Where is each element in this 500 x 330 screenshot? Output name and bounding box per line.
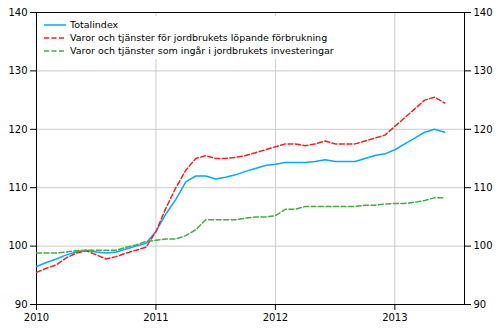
svg-text:100: 100 bbox=[474, 240, 493, 251]
svg-text:140: 140 bbox=[474, 7, 493, 18]
svg-text:110: 110 bbox=[474, 182, 493, 193]
html-text:Varor och tjänster för jordbru: Varor och tjänster för jordbrukets löpan… bbox=[70, 32, 328, 43]
svg-text:2011: 2011 bbox=[143, 312, 168, 323]
svg-text:130: 130 bbox=[474, 65, 493, 76]
svg-text:2010: 2010 bbox=[24, 312, 49, 323]
svg-text:90: 90 bbox=[15, 299, 28, 310]
svg-text:140: 140 bbox=[8, 7, 27, 18]
svg-text:110: 110 bbox=[8, 182, 27, 193]
svg-text:120: 120 bbox=[474, 124, 493, 135]
svg-text:130: 130 bbox=[8, 65, 27, 76]
svg-text:90: 90 bbox=[474, 299, 487, 310]
svg-text:100: 100 bbox=[8, 240, 27, 251]
html-text:Varor och tjänster som ingår i: Varor och tjänster som ingår i jordbruke… bbox=[70, 45, 334, 56]
svg-text:2013: 2013 bbox=[382, 312, 407, 323]
svg-text:2012: 2012 bbox=[263, 312, 288, 323]
html-text:Totalindex: Totalindex bbox=[70, 19, 119, 30]
svg-text:120: 120 bbox=[8, 124, 27, 135]
